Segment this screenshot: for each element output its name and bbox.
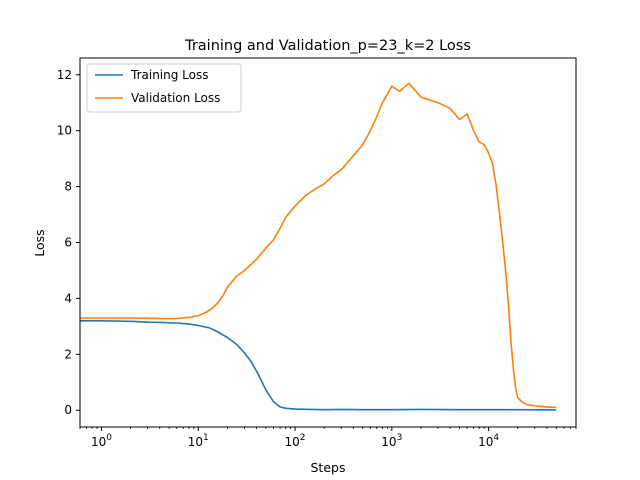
series-layer — [80, 82, 557, 411]
ticks-layer: 0 2 4 6 8 10 12 100 101 102 103 104 — [57, 68, 577, 449]
legend-box — [86, 63, 242, 113]
series-line-validation-loss — [80, 82, 557, 409]
y-tick-label: 2 — [64, 347, 72, 361]
y-tick-label: 4 — [64, 291, 72, 305]
x-tick-label: 104 — [478, 433, 499, 449]
y-tick-label: 6 — [64, 236, 72, 250]
legend-label-training: Training Loss — [130, 68, 208, 82]
y-tick-label: 12 — [57, 68, 72, 82]
x-tick-label: 102 — [285, 433, 306, 449]
y-tick-label: 10 — [57, 124, 72, 138]
series-line-training-loss — [80, 319, 557, 411]
y-tick-label: 0 — [64, 403, 72, 417]
x-tick-label: 103 — [381, 433, 402, 449]
plot-frame — [79, 57, 577, 428]
legend: Training Loss Validation Loss — [86, 63, 242, 113]
chart-title: Training and Validation_p=23_k=2 Loss — [184, 38, 471, 54]
legend-label-validation: Validation Loss — [131, 91, 220, 105]
y-tick-label: 8 — [64, 180, 72, 194]
x-axis-label: Steps — [311, 460, 346, 475]
x-tick-label: 100 — [91, 433, 112, 449]
x-tick-label: 101 — [188, 433, 209, 449]
y-axis-label: Loss — [32, 229, 47, 256]
